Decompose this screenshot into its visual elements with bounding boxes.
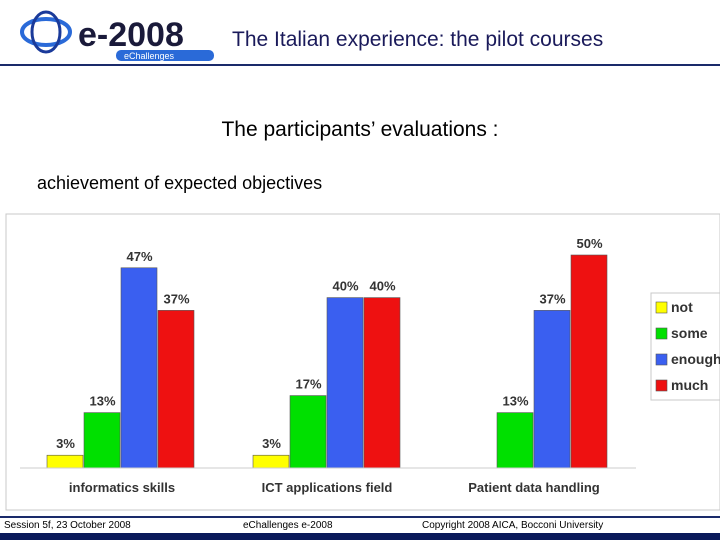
data-label-much-0: 37% <box>163 291 189 306</box>
bar-enough-2 <box>533 310 571 469</box>
legend-swatch-enough <box>655 353 668 366</box>
evaluation-bar-chart: 3% 13% 47% 37% informatics skills 3% 17% 40% 40%… <box>5 213 720 511</box>
bar-much-2 <box>570 254 608 469</box>
x-tick-label-1: ICT applications field <box>262 480 393 495</box>
legend-label-enough: enough <box>671 351 720 367</box>
legend-label-much: much <box>671 377 708 393</box>
chart-caption: achievement of expected objectives <box>37 173 323 193</box>
data-label-much-1: 40% <box>369 279 395 294</box>
data-label-enough-1: 40% <box>332 279 358 294</box>
legend-swatch-some <box>655 327 668 340</box>
legend-swatch-much <box>655 379 668 392</box>
data-label-not-1: 3% <box>262 436 281 451</box>
data-label-much-2: 50% <box>576 236 602 251</box>
bar-some-2 <box>496 412 534 469</box>
data-label-not-0: 3% <box>56 436 75 451</box>
data-label-some-1: 17% <box>295 377 321 392</box>
footer-bar <box>0 533 720 540</box>
slide-header-title: The Italian experience: the pilot course… <box>232 28 604 51</box>
slide-subtitle: The participants’ evaluations : <box>221 118 499 141</box>
x-tick-label-0: informatics skills <box>69 480 175 495</box>
bar-some-0 <box>83 412 121 469</box>
x-tick-label-2: Patient data handling <box>468 480 600 495</box>
bars-layer: 3% 13% 47% 37% informatics skills 3% 17% 40% 40%… <box>46 236 608 495</box>
chart-legend: not some enough much <box>650 292 720 401</box>
svg-text:e-2008: e-2008 <box>78 16 184 54</box>
bar-not-1 <box>252 454 290 469</box>
legend-swatch-not <box>655 301 668 314</box>
data-label-enough-2: 37% <box>539 291 565 306</box>
bar-much-1 <box>363 297 401 469</box>
echallenges-logo: e-2008 eChallenges <box>20 10 214 61</box>
footer-divider <box>0 516 720 518</box>
slide-header: e-2008 eChallenges The Italian experienc… <box>0 0 720 64</box>
bar-enough-1 <box>326 297 364 469</box>
data-label-enough-0: 47% <box>126 249 152 264</box>
footer-conference: eChallenges e-2008 <box>243 520 333 531</box>
legend-label-not: not <box>671 299 693 315</box>
data-label-some-0: 13% <box>89 394 115 409</box>
bar-not-0 <box>46 454 84 469</box>
header-divider <box>0 64 720 66</box>
legend-label-some: some <box>671 325 708 341</box>
footer-copyright: Copyright 2008 AICA, Bocconi University <box>422 520 604 531</box>
svg-text:eChallenges: eChallenges <box>124 51 175 61</box>
bar-some-1 <box>289 395 327 469</box>
bar-much-0 <box>157 310 195 469</box>
bar-enough-0 <box>120 267 158 469</box>
data-label-some-2: 13% <box>502 394 528 409</box>
footer-session: Session 5f, 23 October 2008 <box>4 520 131 531</box>
